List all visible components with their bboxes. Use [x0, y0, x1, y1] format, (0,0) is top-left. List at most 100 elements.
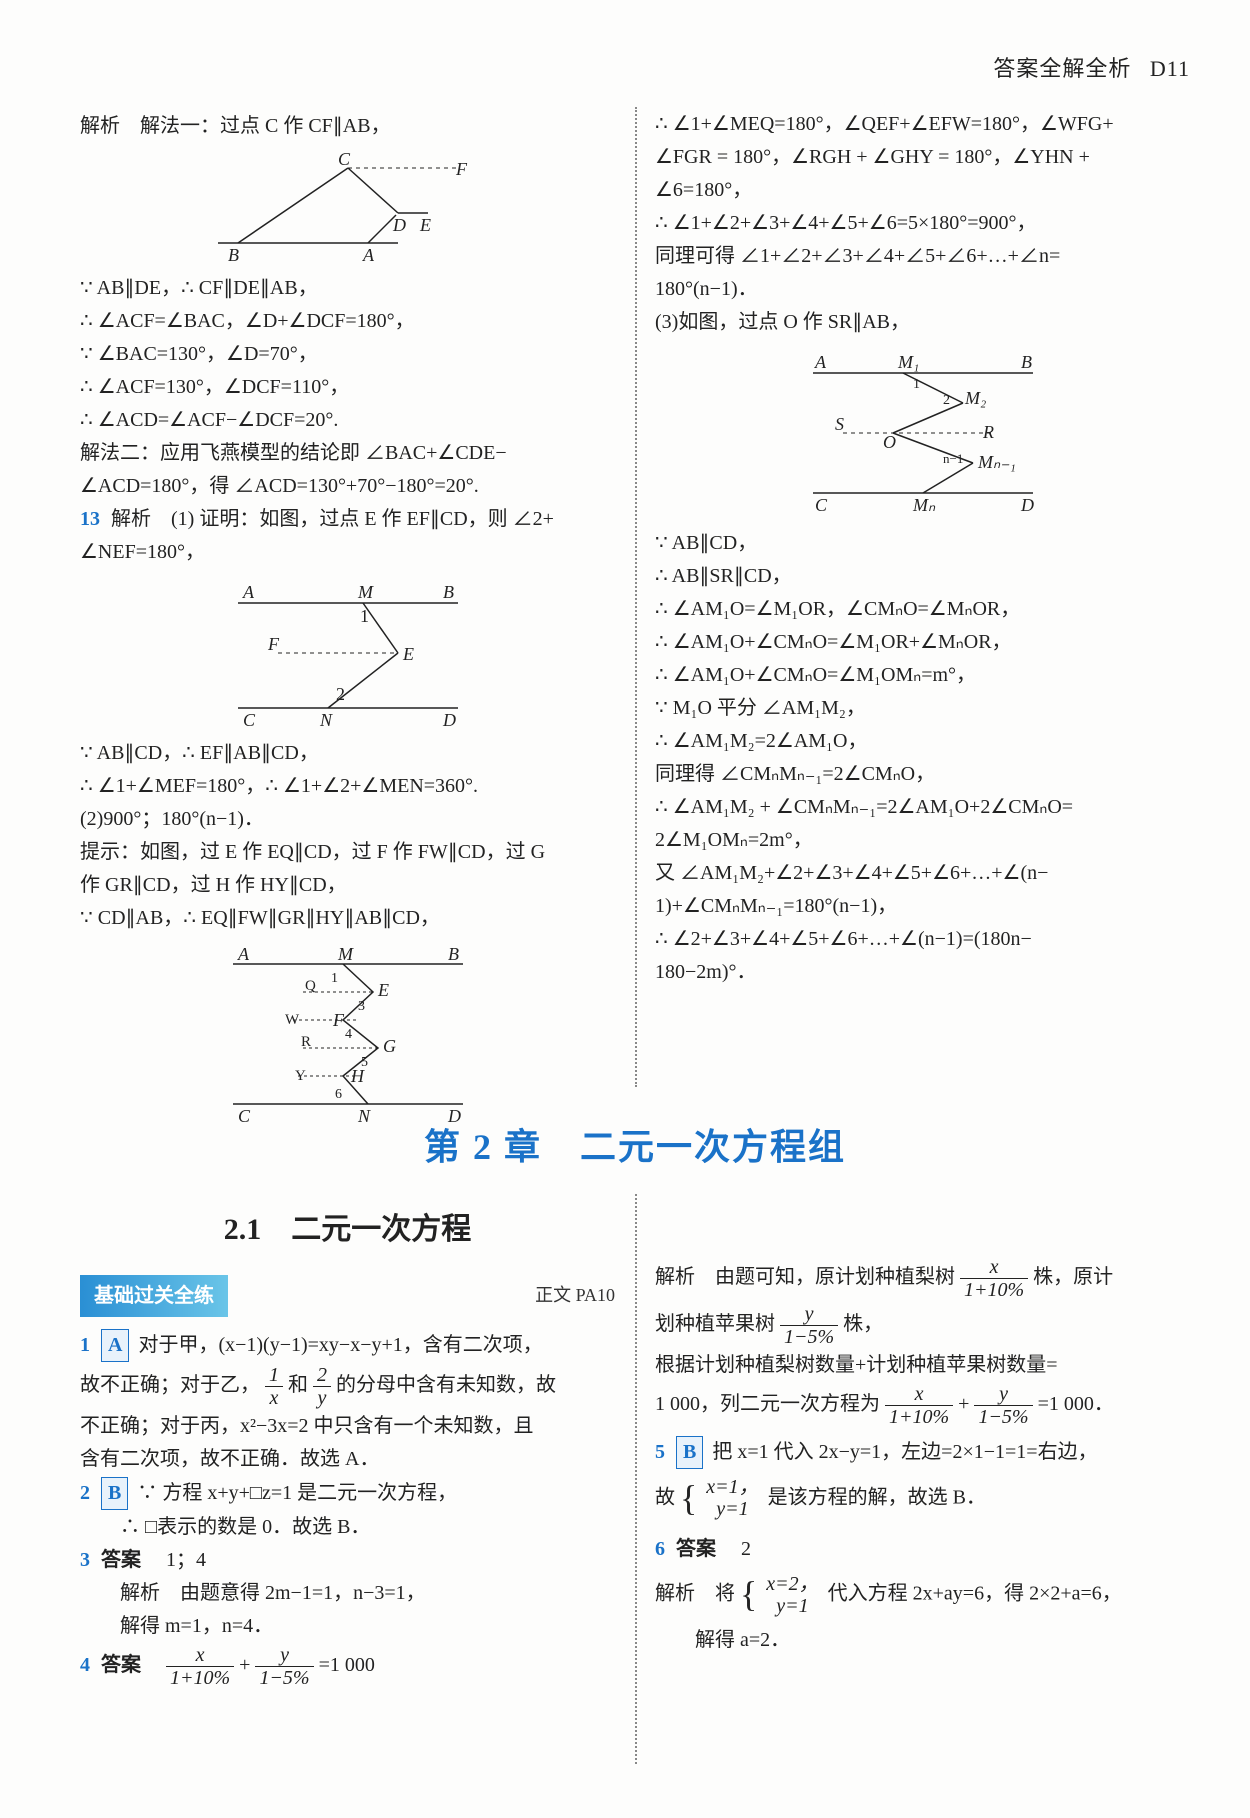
text-line: 又 ∠AM₁M₂+∠2+∠3+∠4+∠5+∠6+…+∠(n−	[655, 858, 1190, 889]
svg-text:C: C	[243, 710, 256, 728]
text-fragment: 1 000，列二元一次方程为	[655, 1393, 880, 1415]
text-line: ∵ AB∥DE，∴ CF∥DE∥AB，	[80, 273, 615, 304]
bottom-right-column: 解析 由题可知，原计划种植梨树 x1+10% 株，原计 划种植苹果树 y1−5%…	[635, 1194, 1190, 1764]
q2: 2 B ∵ 方程 x+y+□z=1 是二元一次方程，	[80, 1477, 615, 1510]
q1-cont: 故不正确；对于乙， 1x 和 2y 的分母中含有未知数，故	[80, 1364, 615, 1409]
svg-text:O: O	[883, 432, 896, 452]
svg-text:4: 4	[345, 1027, 352, 1042]
text-line: 根据计划种植梨树数量+计划种植苹果树数量=	[655, 1350, 1190, 1381]
text-line: ∴ ∠ACF=∠BAC，∠D+∠DCF=180°，	[80, 306, 615, 337]
question-number: 4	[80, 1654, 90, 1676]
svg-text:C: C	[238, 1106, 251, 1124]
text-line: 180−2m)°．	[655, 957, 1190, 988]
svg-text:E: E	[402, 644, 414, 664]
top-right-column: ∴ ∠1+∠MEQ=180°，∠QEF+∠EFW=180°，∠WFG+ ∠FGR…	[635, 107, 1190, 1087]
page-header: 答案全解全析 D11	[80, 50, 1190, 87]
page-number: D11	[1150, 56, 1190, 81]
text-line: 2∠M₁OMₙ=2m°，	[655, 825, 1190, 856]
text-fragment: 株，	[843, 1313, 883, 1335]
text-line: ∵ AB∥CD，	[655, 528, 1190, 559]
svg-text:M: M	[337, 944, 354, 964]
svg-text:5: 5	[361, 1055, 368, 1070]
column-divider	[635, 107, 637, 1087]
text-line: 不正确；对于丙，x²−3x=2 中只含有一个未知数，且	[80, 1411, 615, 1442]
text-line: 解析 解法一：过点 C 作 CF∥AB，	[80, 109, 615, 143]
text-line: ∴ ∠AM₁M₂=2∠AM₁O，	[655, 726, 1190, 757]
text-line: ∵ M₁O 平分 ∠AM₁M₂，	[655, 693, 1190, 724]
text-line: (3)如图，过点 O 作 SR∥AB，	[655, 307, 1190, 338]
text-line: ∵ AB∥CD，∴ EF∥AB∥CD，	[80, 738, 615, 769]
text-line: 同理可得 ∠1+∠2+∠3+∠4+∠5+∠6+…+∠n=	[655, 241, 1190, 272]
text-line: ∠ACD=180°，得 ∠ACD=130°+70°−180°=20°.	[80, 471, 615, 502]
text-fragment: 和	[288, 1374, 308, 1396]
text-line: 同理得 ∠CMₙMₙ₋₁=2∠CMₙO，	[655, 759, 1190, 790]
fraction-icon: x1+10%	[166, 1644, 234, 1689]
svg-text:A: A	[237, 944, 250, 964]
svg-text:G: G	[383, 1036, 396, 1056]
svg-text:W: W	[285, 1012, 300, 1028]
fraction-icon: x1+10%	[960, 1256, 1028, 1301]
chapter-title: 第 2 章 二元一次方程组	[80, 1117, 1190, 1178]
answer-box: B	[101, 1477, 128, 1510]
text-line: 解得 a=2．	[655, 1625, 1190, 1656]
text-line: ∴ ∠AM₁O=∠M₁OR，∠CMₙO=∠MₙOR，	[655, 594, 1190, 625]
svg-text:A: A	[242, 582, 255, 602]
text-fragment: 划种植苹果树	[655, 1313, 775, 1335]
text-line: 1)+∠CMₙMₙ₋₁=180°(n−1)，	[655, 891, 1190, 922]
text-line: ∠FGR = 180°，∠RGH + ∠GHY = 180°，∠YHN +	[655, 142, 1190, 173]
text-line: ∴ ∠1+∠MEF=180°，∴ ∠1+∠2+∠MEN=360°.	[80, 771, 615, 802]
text-line: ∴ AB∥SR∥CD，	[655, 561, 1190, 592]
practice-ref: 正文 PA10	[535, 1280, 615, 1311]
svg-text:Q: Q	[305, 978, 316, 994]
svg-text:E: E	[419, 215, 431, 235]
figure-1: BA CF DE	[198, 153, 498, 263]
r-line: 划种植苹果树 y1−5% 株，	[655, 1303, 1190, 1348]
svg-text:F: F	[332, 1010, 345, 1030]
question-number: 1	[80, 1334, 90, 1356]
fraction-icon: 1x	[265, 1364, 283, 1409]
answer-label: 答案	[101, 1549, 141, 1571]
svg-text:N: N	[319, 710, 333, 728]
fraction-icon: y1−5%	[974, 1383, 1032, 1428]
system-eq: x=2，y=1	[762, 1573, 822, 1617]
bottom-left-column: 2.1 二元一次方程 基础过关全练 正文 PA10 1 A 对于甲，(x−1)(…	[80, 1194, 635, 1764]
text-line: 解法二：应用飞燕模型的结论即 ∠BAC+∠CDE−	[80, 438, 615, 469]
text-fragment: 故不正确；对于乙，	[80, 1374, 260, 1396]
section-title: 2.1 二元一次方程	[80, 1204, 615, 1255]
text-line: ∴ ∠ACD=∠ACF−∠DCF=20°.	[80, 405, 615, 436]
text-line: ∵ 方程 x+y+□z=1 是二元一次方程，	[137, 1482, 457, 1504]
text-line: ∴ ∠AM₁M₂ + ∠CMₙMₙ₋₁=2∠AM₁O+2∠CMₙO=	[655, 792, 1190, 823]
text-fragment: 是该方程的解，故选 B．	[768, 1486, 986, 1508]
svg-text:C: C	[815, 495, 828, 515]
question-number: 6	[655, 1538, 665, 1560]
text-fragment: =1 000．	[1038, 1393, 1114, 1415]
svg-text:R: R	[301, 1034, 311, 1050]
svg-text:2: 2	[943, 393, 950, 408]
r-line: 1 000，列二元一次方程为 x1+10% + y1−5% =1 000．	[655, 1383, 1190, 1428]
svg-text:B: B	[1021, 352, 1032, 372]
q5-cont: 故 { x=1，y=1 是该方程的解，故选 B．	[655, 1471, 1190, 1527]
figure-2: AMB CND FE 1 2	[208, 578, 488, 728]
text-line: 180°(n−1)．	[655, 274, 1190, 305]
text-line: ∴ ∠ACF=130°，∠DCF=110°，	[80, 372, 615, 403]
text-line: ∵ CD∥AB，∴ EQ∥FW∥GR∥HY∥AB∥CD，	[80, 903, 615, 934]
system-eq: x=1，y=1	[702, 1476, 762, 1520]
fraction-icon: x1+10%	[885, 1383, 953, 1428]
text-line: ∴ ∠2+∠3+∠4+∠5+∠6+…+∠(n−1)=(180n−	[655, 924, 1190, 955]
text-fragment: 株，原计	[1033, 1266, 1113, 1288]
svg-text:B: B	[228, 245, 239, 263]
q5: 5 B 把 x=1 代入 2x−y=1，左边=2×1−1=1=右边，	[655, 1436, 1190, 1469]
svg-text:3: 3	[358, 999, 365, 1014]
svg-text:n−1: n−1	[943, 451, 963, 466]
text-line: ∴ ∠AM₁O+∠CMₙO=∠M₁OR+∠MₙOR，	[655, 627, 1190, 658]
figure-4: AM₁B CMₙD SOR M₂Mₙ₋₁ 1 2 n−1	[773, 348, 1073, 518]
text-line: ∠NEF=180°，	[80, 537, 615, 568]
text-line: 作 GR∥CD，过 H 作 HY∥CD，	[80, 870, 615, 901]
header-title: 答案全解全析	[993, 56, 1131, 81]
answer-label: 答案	[676, 1538, 716, 1560]
brace-icon: {	[680, 1478, 697, 1518]
q4: 4 答案 x1+10% + y1−5% =1 000	[80, 1644, 615, 1689]
fraction-icon: y1−5%	[780, 1303, 838, 1348]
top-columns: 解析 解法一：过点 C 作 CF∥AB， BA CF DE ∵ AB∥DE，∴ …	[80, 107, 1190, 1087]
fraction-icon: 2y	[313, 1364, 331, 1409]
